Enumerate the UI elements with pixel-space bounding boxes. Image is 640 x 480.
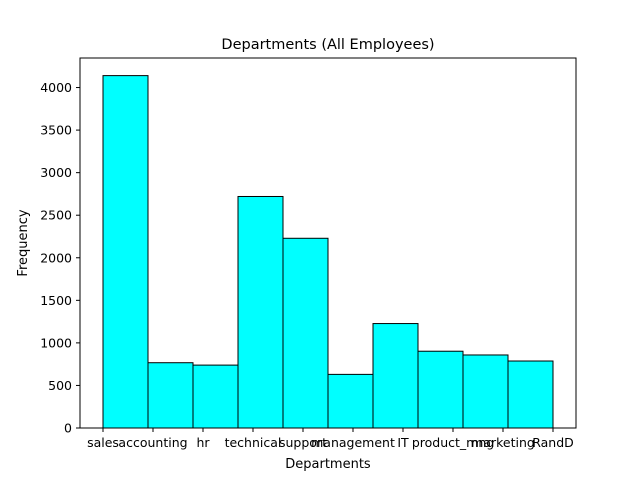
bar-product_mng bbox=[417, 350, 464, 429]
y-axis-ticks: 0 500 1000 1500 2000 2500 3000 3500 4000 bbox=[40, 80, 80, 436]
x-tick-label: management bbox=[311, 435, 395, 450]
y-tick-label: 3000 bbox=[40, 165, 72, 180]
y-tick-label: 2500 bbox=[40, 208, 72, 223]
y-tick-label: 0 bbox=[64, 421, 72, 436]
x-tick-label: IT bbox=[397, 435, 409, 450]
plot-frame bbox=[79, 57, 577, 429]
y-tick-label: 1500 bbox=[40, 293, 72, 308]
x-tick-label: product_mng bbox=[412, 435, 494, 450]
bar-IT bbox=[372, 323, 419, 429]
bar-technical bbox=[237, 195, 284, 429]
bar-accounting bbox=[147, 362, 194, 429]
y-tick-label: 1000 bbox=[40, 335, 72, 350]
bar-hr bbox=[192, 364, 239, 429]
bar-sales bbox=[102, 75, 149, 429]
bar-management bbox=[327, 373, 374, 429]
y-tick-label: 2000 bbox=[40, 250, 72, 265]
bar-RandD bbox=[507, 360, 554, 429]
x-tick-label: accounting bbox=[118, 435, 187, 450]
y-tick-label: 4000 bbox=[40, 80, 72, 95]
y-tick-label: 500 bbox=[48, 378, 72, 393]
x-tick-label: technical bbox=[225, 435, 282, 450]
chart-title: Departments (All Employees) bbox=[221, 37, 434, 53]
bar-support bbox=[282, 237, 329, 429]
bars-group bbox=[102, 75, 554, 429]
x-tick-label: marketing bbox=[471, 435, 535, 450]
x-tick-label: sales bbox=[87, 435, 119, 450]
x-tick-label: support bbox=[279, 435, 327, 450]
x-tick-label: hr bbox=[196, 435, 210, 450]
x-axis-label: Departments bbox=[285, 457, 371, 472]
x-tick-label: RandD bbox=[532, 435, 574, 450]
y-tick-label: 3500 bbox=[40, 123, 72, 138]
x-axis-ticks: sales accounting hr technicalsupportmanagem… bbox=[87, 428, 574, 450]
y-axis-label: Frequency bbox=[16, 209, 31, 276]
bar-marketing bbox=[462, 354, 509, 429]
